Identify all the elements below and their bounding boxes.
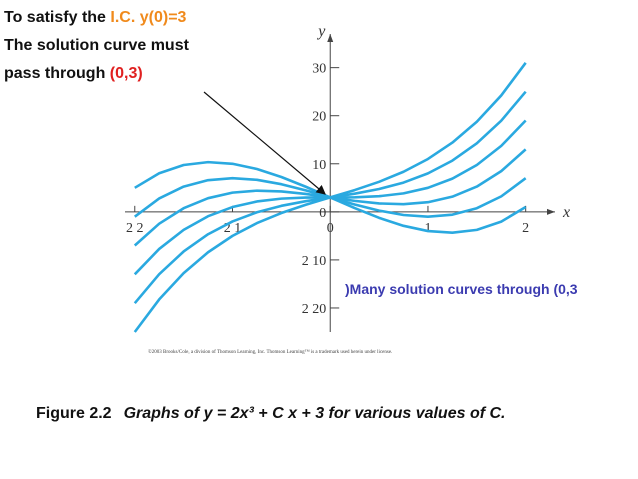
- y-tick-label: 30: [312, 62, 326, 77]
- annotation-arrow: [203, 91, 326, 195]
- y-tick-label: 20: [312, 110, 326, 125]
- annotation-text: The solution curve must: [4, 37, 190, 54]
- caption-label: Figure 2.2: [36, 405, 112, 422]
- y-tick-label: 10: [312, 158, 326, 173]
- x-axis-arrow: [547, 208, 555, 215]
- y-axis-label: y: [316, 23, 326, 40]
- caption-text: Graphs of y = 2x³ + C x + 3 for various …: [124, 405, 506, 422]
- x-tick-label: 0: [327, 221, 334, 236]
- x-tick-label: 2: [522, 221, 529, 236]
- annotation: To satisfy the I.C. y(0)=3: [4, 9, 187, 26]
- y-tick-label: 2 10: [302, 254, 327, 269]
- y-axis-arrow: [327, 34, 334, 42]
- annotation-ic: I.C. y(0)=3: [110, 9, 186, 26]
- copyright: ©2003 Brooks/Cole, a division of Thomson…: [148, 349, 392, 355]
- annotation-text: pass through: [4, 65, 105, 82]
- x-tick-label: 2 2: [126, 221, 144, 236]
- annotation: pass through (0,3): [4, 65, 143, 82]
- annotation-text: To satisfy the: [4, 9, 106, 26]
- x-tick-label: 1: [424, 221, 431, 236]
- note: )Many solution curves through (0,3: [345, 281, 578, 297]
- y-tick-label: 0: [319, 206, 326, 221]
- caption: Figure 2.2 Graphs of y = 2x³ + C x + 3 fo…: [36, 405, 506, 422]
- y-tick-label: 2 20: [302, 302, 327, 317]
- x-axis-label: x: [562, 204, 570, 221]
- solution-curve: [133, 62, 527, 333]
- annotation-point: (0,3): [110, 65, 143, 82]
